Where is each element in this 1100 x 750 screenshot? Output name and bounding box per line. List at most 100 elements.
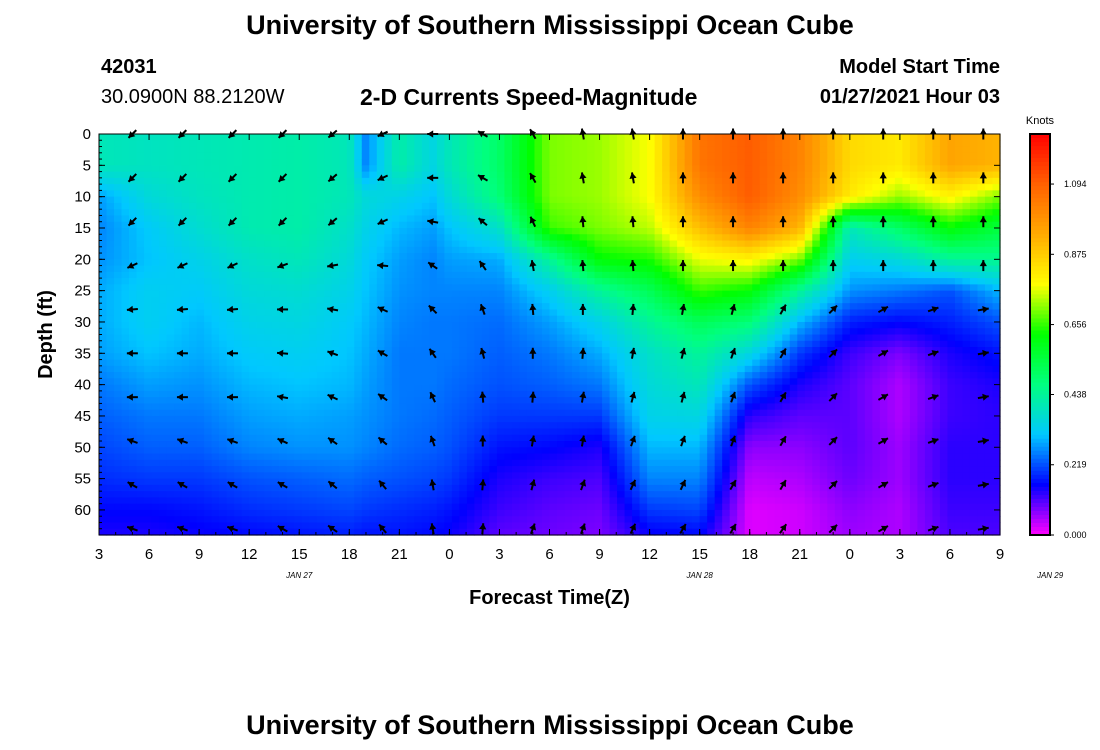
heat-cell bbox=[286, 397, 295, 405]
heat-cell bbox=[196, 503, 205, 511]
heat-cell bbox=[421, 215, 430, 223]
heat-cell bbox=[226, 309, 235, 317]
heat-cell bbox=[459, 384, 468, 392]
heat-cell bbox=[114, 378, 123, 386]
heat-cell bbox=[241, 403, 250, 411]
heat-cell bbox=[136, 441, 145, 448]
heat-cell bbox=[444, 190, 453, 198]
heat-cell bbox=[444, 196, 453, 204]
heat-cell bbox=[594, 328, 603, 336]
heat-cell bbox=[189, 271, 198, 279]
heat-cell bbox=[399, 509, 408, 517]
heat-cell bbox=[241, 240, 250, 248]
heat-cell bbox=[466, 340, 476, 348]
heat-cell bbox=[136, 159, 145, 166]
heat-cell bbox=[617, 159, 626, 166]
heat-cell bbox=[639, 146, 648, 154]
heat-cell bbox=[286, 315, 295, 323]
heat-cell bbox=[662, 453, 671, 461]
heat-cell bbox=[489, 422, 498, 430]
heat-cell bbox=[647, 227, 656, 235]
heat-cell bbox=[624, 265, 633, 273]
heat-cell bbox=[624, 516, 633, 524]
heat-cell bbox=[226, 353, 235, 361]
heat-cell bbox=[241, 265, 250, 273]
heat-cell bbox=[511, 472, 521, 480]
heat-cell bbox=[587, 240, 596, 248]
heat-cell bbox=[662, 284, 671, 292]
heat-cell bbox=[211, 378, 220, 386]
heat-cell bbox=[647, 390, 656, 398]
heat-cell bbox=[414, 271, 423, 279]
heat-cell bbox=[572, 271, 581, 279]
heat-cell bbox=[496, 390, 506, 398]
heat-cell bbox=[451, 478, 460, 486]
heat-cell bbox=[526, 359, 536, 367]
heat-cell bbox=[361, 246, 370, 254]
heat-cell bbox=[594, 372, 603, 379]
heat-cell bbox=[301, 309, 310, 317]
heat-cell bbox=[354, 466, 363, 473]
heat-cell bbox=[99, 415, 108, 423]
heat-cell bbox=[136, 466, 145, 473]
heat-cell bbox=[526, 384, 536, 392]
heat-cell bbox=[594, 202, 603, 210]
heat-cell bbox=[466, 397, 476, 405]
heat-cell bbox=[481, 215, 491, 223]
heat-cell bbox=[114, 359, 123, 367]
heat-cell bbox=[647, 403, 656, 411]
heat-cell bbox=[166, 209, 175, 217]
heat-cell bbox=[572, 315, 581, 323]
heat-cell bbox=[376, 290, 385, 298]
heat-cell bbox=[174, 340, 183, 348]
heat-cell bbox=[181, 296, 190, 304]
heat-cell bbox=[121, 353, 130, 361]
heat-cell bbox=[391, 190, 400, 198]
heat-cell bbox=[136, 303, 145, 311]
heat-cell bbox=[106, 184, 115, 191]
heat-cell bbox=[587, 353, 596, 361]
heat-cell bbox=[189, 378, 198, 386]
heat-cell bbox=[136, 478, 145, 486]
heat-cell bbox=[354, 503, 363, 511]
heat-cell bbox=[459, 215, 468, 223]
heat-cell bbox=[369, 503, 378, 511]
heat-cell bbox=[406, 190, 415, 198]
heat-cell bbox=[436, 171, 445, 179]
heat-cell bbox=[511, 240, 521, 248]
heat-cell bbox=[647, 441, 656, 448]
heat-cell bbox=[624, 227, 633, 235]
heat-cell bbox=[114, 259, 123, 267]
heat-cell bbox=[602, 397, 611, 405]
heat-cell bbox=[669, 434, 678, 442]
heat-cell bbox=[647, 415, 656, 423]
heat-cell bbox=[594, 453, 603, 461]
heat-cell bbox=[106, 347, 115, 354]
heat-cell bbox=[384, 177, 393, 185]
heat-cell bbox=[249, 215, 258, 223]
heat-cell bbox=[572, 296, 581, 304]
heat-cell bbox=[106, 202, 115, 210]
heat-cell bbox=[264, 284, 273, 292]
heat-cell bbox=[279, 422, 288, 430]
heat-cell bbox=[496, 240, 506, 248]
heat-cell bbox=[594, 353, 603, 361]
heat-cell bbox=[384, 365, 393, 373]
heat-cell bbox=[677, 497, 686, 505]
heat-cell bbox=[361, 196, 370, 204]
heat-cell bbox=[647, 321, 656, 329]
heat-cell bbox=[174, 397, 183, 405]
heat-cell bbox=[384, 340, 393, 348]
heat-cell bbox=[249, 347, 258, 354]
heat-cell bbox=[474, 528, 483, 536]
heat-cell bbox=[346, 159, 355, 166]
heat-cell bbox=[579, 415, 588, 423]
heat-cell bbox=[271, 422, 280, 430]
heat-cell bbox=[662, 278, 671, 285]
heat-cell bbox=[496, 516, 506, 524]
heat-cell bbox=[309, 384, 318, 392]
heat-cell bbox=[504, 422, 513, 430]
heat-cell bbox=[466, 246, 476, 254]
heat-cell bbox=[196, 265, 205, 273]
heat-cell bbox=[309, 484, 318, 492]
